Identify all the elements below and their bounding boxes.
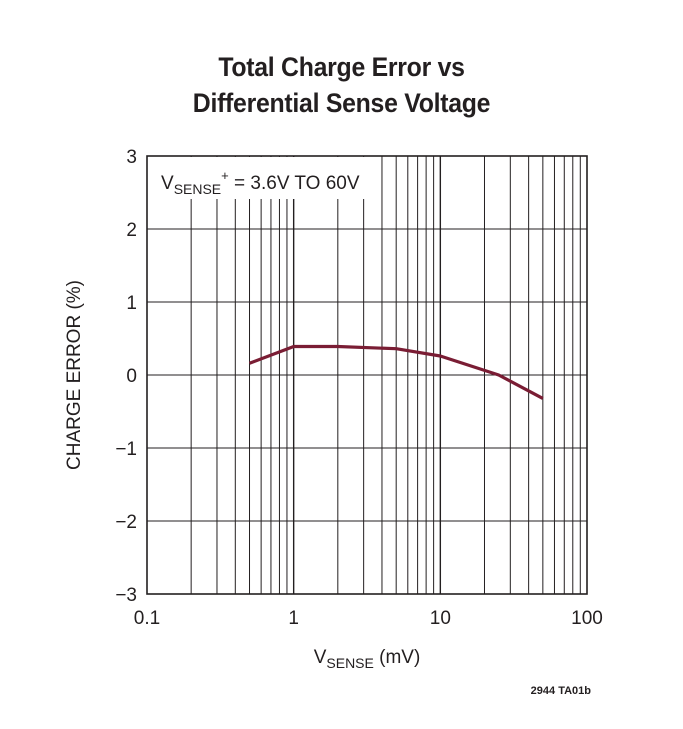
figure-code: 2944 TA01b	[531, 685, 592, 697]
x-axis-label-unit: (mV)	[374, 647, 420, 668]
y-tick-label: −3	[115, 585, 137, 606]
x-tick-labels: 0.1 1 10 100	[134, 608, 603, 629]
x-tick-label: 1	[288, 608, 299, 629]
x-tick-label: 0.1	[134, 608, 160, 629]
grid-lines	[147, 156, 587, 594]
supply-voltage-annotation: VSENSE+ = 3.6V TO 60V	[161, 168, 360, 197]
annotation-range: = 3.6V TO 60V	[229, 173, 360, 194]
y-tick-labels: 3 2 1 0 −1 −2 −3	[115, 147, 137, 606]
chart-title-line-2: Differential Sense Voltage	[192, 88, 491, 118]
x-tick-label: 100	[571, 608, 603, 629]
y-tick-label: −1	[115, 439, 137, 460]
chart-title-line-1: Total Charge Error vs	[218, 52, 465, 82]
y-axis-label: CHARGE ERROR (%)	[64, 280, 85, 470]
x-axis-label-v: V	[314, 647, 327, 668]
y-tick-label: 3	[126, 147, 137, 168]
x-axis-label: VSENSE (mV)	[314, 647, 421, 671]
annotation-sense-subscript: SENSE	[174, 181, 221, 197]
y-tick-label: 0	[126, 366, 137, 387]
plot-frame	[146, 155, 588, 595]
series-line	[248, 344, 544, 400]
annotation-plus-superscript: +	[221, 168, 229, 183]
y-tick-label: −2	[115, 512, 137, 533]
y-tick-label: 2	[126, 220, 137, 241]
annotation-v: V	[161, 173, 174, 194]
series-layer	[248, 344, 544, 400]
x-axis-label-subscript: SENSE	[326, 655, 373, 671]
x-tick-label: 10	[430, 608, 451, 629]
annotation-box: VSENSE+ = 3.6V TO 60V	[148, 157, 380, 199]
y-tick-label: 1	[126, 293, 137, 314]
